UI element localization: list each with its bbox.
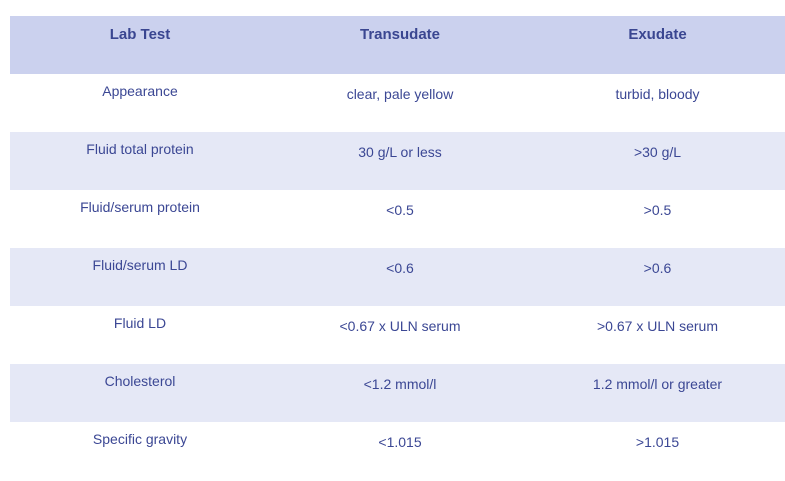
lab-test-cell: Specific gravity	[92, 431, 188, 447]
transudate-cell: <0.6	[386, 260, 414, 276]
exudate-cell: >1.015	[635, 434, 680, 450]
exudate-cell: >0.5	[643, 202, 672, 218]
transudate-cell: <0.67 x ULN serum	[339, 318, 461, 334]
header-transudate: Transudate	[359, 26, 441, 43]
transudate-cell: 30 g/L or less	[358, 144, 442, 160]
table-row: Cholesterol <1.2 mmol/l 1.2 mmol/l or gr…	[10, 364, 785, 422]
lab-test-cell: Appearance	[102, 83, 178, 99]
transudate-cell: clear, pale yellow	[346, 86, 454, 102]
lab-test-cell: Fluid/serum LD	[92, 257, 188, 273]
header-exudate: Exudate	[628, 26, 687, 43]
lab-test-cell: Fluid/serum protein	[80, 199, 200, 215]
transudate-cell: <0.5	[386, 202, 414, 218]
exudate-cell: >0.6	[643, 260, 672, 276]
exudate-cell: 1.2 mmol/l or greater	[592, 376, 723, 392]
table-row: Appearance clear, pale yellow turbid, bl…	[10, 74, 785, 132]
table-row: Fluid/serum LD <0.6 >0.6	[10, 248, 785, 306]
exudate-cell: turbid, bloody	[615, 86, 700, 102]
table-row: Specific gravity <1.015 >1.015	[10, 422, 785, 480]
table-row: Fluid/serum protein <0.5 >0.5	[10, 190, 785, 248]
exudate-cell: >30 g/L	[633, 144, 682, 160]
lab-comparison-table: Lab Test Transudate Exudate Appearance c…	[10, 16, 785, 480]
transudate-cell: <1.015	[378, 434, 422, 450]
table-row: Fluid LD <0.67 x ULN serum >0.67 x ULN s…	[10, 306, 785, 364]
lab-test-cell: Fluid LD	[113, 315, 167, 331]
table-header-row: Lab Test Transudate Exudate	[10, 16, 785, 74]
table-row: Fluid total protein 30 g/L or less >30 g…	[10, 132, 785, 190]
lab-test-cell: Cholesterol	[104, 373, 176, 389]
exudate-cell: >0.67 x ULN serum	[597, 318, 718, 334]
transudate-cell: <1.2 mmol/l	[363, 376, 437, 392]
header-lab-test: Lab Test	[109, 26, 171, 43]
lab-test-cell: Fluid total protein	[86, 141, 194, 157]
